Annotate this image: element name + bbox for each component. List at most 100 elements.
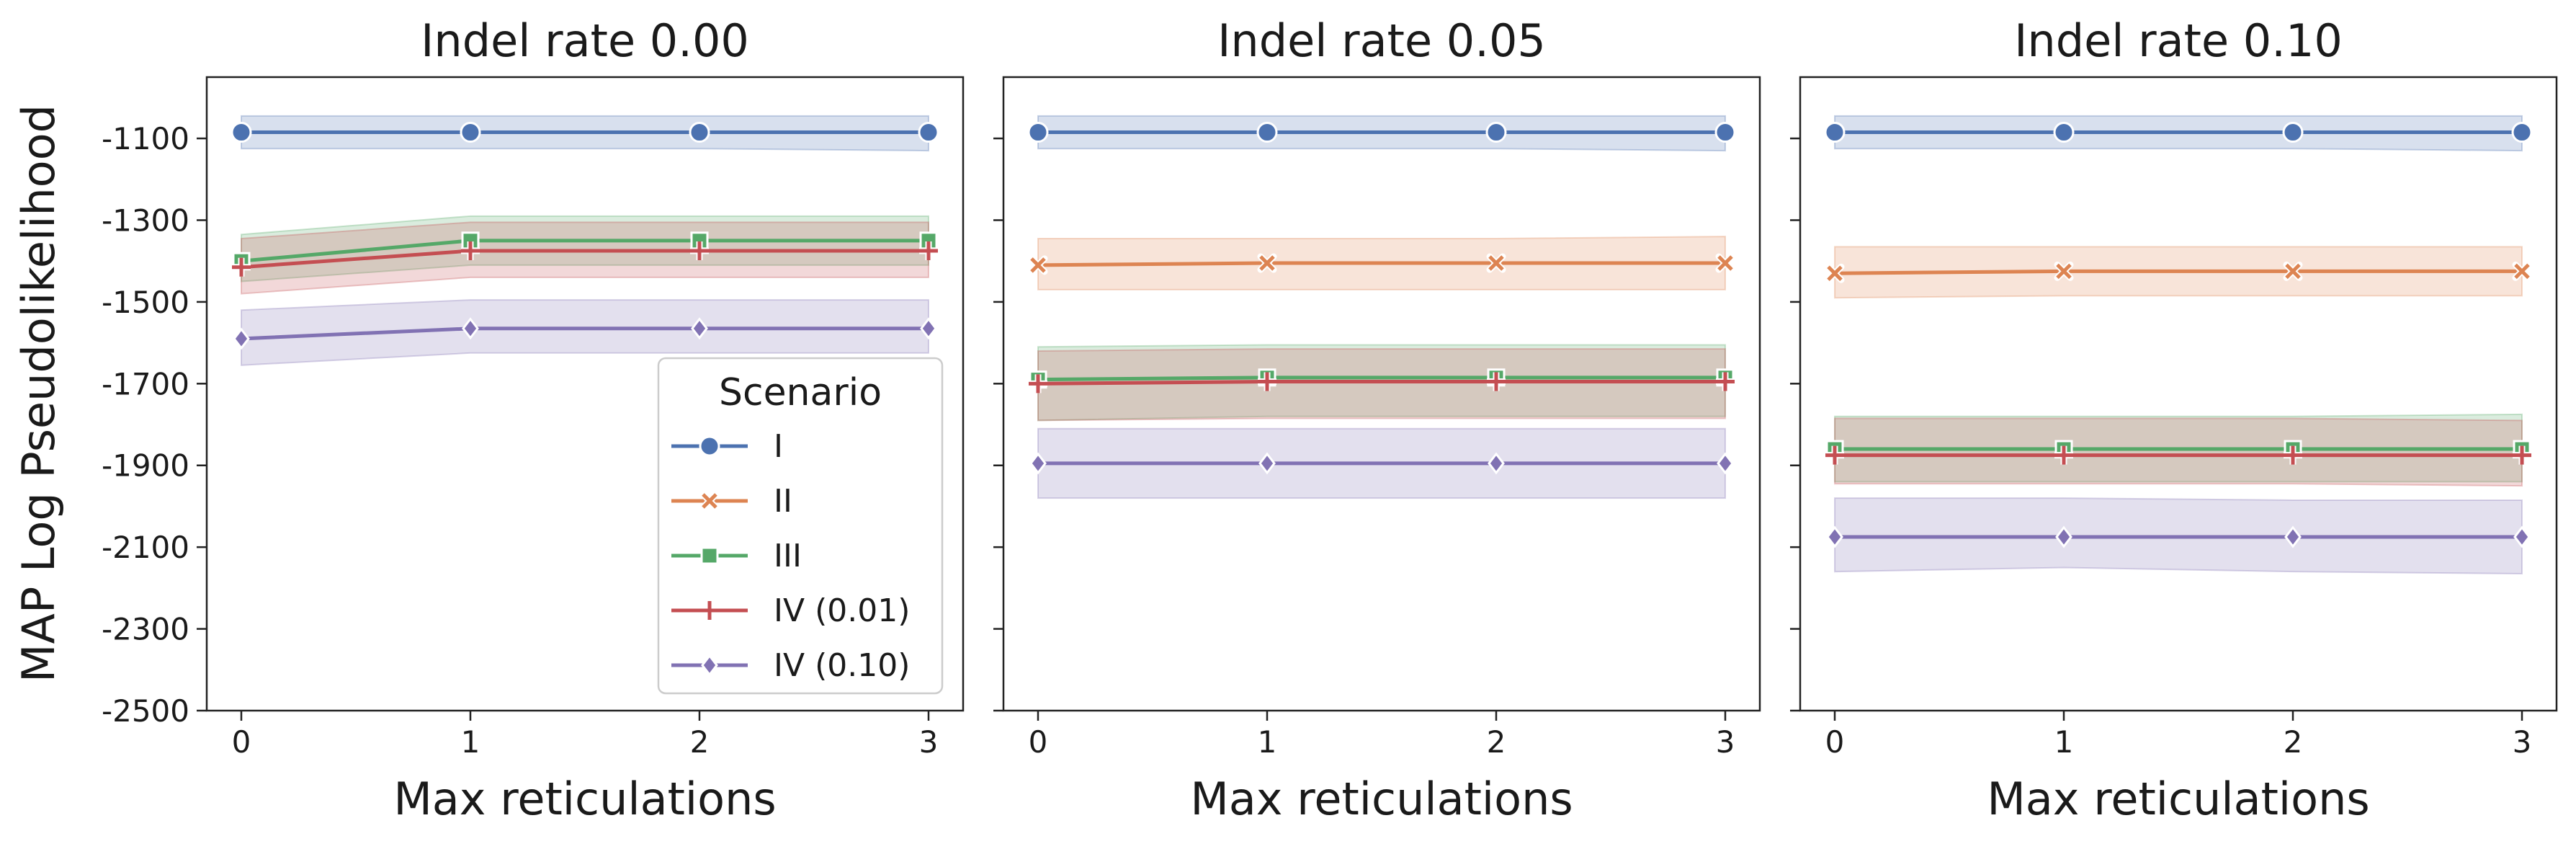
marker-iv-0-01-2 [1487,372,1506,391]
x-tick-label: 0 [1029,724,1048,760]
marker-i-2 [1485,122,1507,143]
y-axis-label: MAP Log Pseudolikelihood [12,105,65,683]
legend-title: Scenario [719,371,882,414]
series-line-iii [241,239,929,263]
legend-item-ii: II [671,483,792,520]
marker-iv-0-01-0 [1029,374,1047,394]
x-tick-label: 3 [919,724,939,760]
marker-iv-0-10-0 [1826,525,1843,548]
x-tick-label: 0 [1825,724,1845,760]
marker-ii-0 [1030,257,1046,273]
marker-iv-0-10-2 [691,317,708,340]
series-line-iv-0-01 [241,249,929,270]
marker-ii-2 [2285,263,2301,280]
band-iii [241,215,929,283]
marker-iv-0-01-1 [461,241,480,261]
marker-i-2 [689,122,710,143]
x-tick-label: 0 [232,724,251,760]
legend-item-iv-0-01: IV (0.01) [671,592,910,629]
legend-label: III [774,538,802,574]
marker-iv-0-01-0 [1825,445,1844,465]
x-tick-label: 2 [1487,724,1506,760]
marker-i-0 [1027,122,1049,143]
marker-iv-0-01-2 [690,241,709,261]
chart-panel-2: Indel rate 0.05 0 1 2 3 Max reticulations [993,14,1761,825]
series-line-ii [1037,261,1725,267]
marker-iv-0-10-0 [1029,452,1047,475]
y-tick-label: -1300 [102,203,189,238]
y-tick-label: -1900 [102,448,189,484]
marker-iv-0-10-2 [1488,452,1505,475]
marker-iv-0-10-1 [2055,525,2072,548]
marker-i-1 [1256,122,1278,143]
marker-iv-0-01-1 [2054,445,2073,465]
y-tick-label: -1500 [102,285,189,320]
y-tick-label: -2500 [102,693,189,729]
marker-iv-0-10-2 [2284,525,2302,548]
band-iv-0-01 [241,221,929,295]
marker-iv-0-01-1 [1258,372,1276,391]
legend-label: IV (0.10) [774,647,910,684]
y-tick-label: -2100 [102,530,189,565]
marker-legend-iv-0-01-0 [700,601,719,620]
marker-ii-2 [1488,255,1504,271]
marker-iv-0-01-3 [1716,372,1735,391]
marker-iv-0-10-3 [2513,525,2531,548]
band-iv-0-10 [241,299,929,366]
legend-label: II [774,483,792,520]
marker-legend-ii-0 [702,493,717,509]
series-line-ii [1834,269,2522,275]
chart-panel-3: Indel rate 0.10 0 1 2 3 Max reticulations [1790,14,2558,825]
panel-title: Indel rate 0.05 [1217,14,1546,67]
marker-iv-0-01-3 [919,241,938,261]
x-tick-label: 3 [2513,724,2532,760]
x-tick-label: 1 [2054,724,2074,760]
legend-label: IV (0.01) [774,592,910,629]
marker-i-0 [1824,122,1846,143]
legend-item-i: I [671,428,783,465]
marker-ii-3 [2514,263,2530,280]
y-tick-label: -1100 [102,121,189,156]
panel-title: Indel rate 0.10 [2014,14,2343,67]
marker-ii-0 [1827,265,1843,281]
chart-panel-1: Indel rate 0.00 0 1 2 3 Max reticulations -110… [102,14,965,825]
panel-title: Indel rate 0.00 [421,14,749,67]
marker-ii-3 [1717,255,1733,271]
marker-legend-iv-0-10-0 [701,654,718,677]
marker-i-2 [2282,122,2304,143]
marker-iv-0-10-1 [462,317,479,340]
marker-ii-1 [2056,263,2072,280]
band-iv-0-01 [1037,348,1726,422]
marker-i-0 [231,122,252,143]
plot-frame [1002,76,1761,712]
marker-i-3 [2511,122,2533,143]
marker-iv-0-10-3 [920,317,937,340]
marker-legend-iii-0 [700,546,719,565]
x-tick-label: 1 [461,724,480,760]
marker-iv-0-01-3 [2513,445,2531,465]
x-tick-label: 1 [1258,724,1277,760]
legend-label: I [774,428,783,465]
legend-item-iv-0-10: IV (0.10) [671,647,910,684]
marker-iv-0-10-0 [233,327,250,350]
marker-iv-0-01-2 [2284,445,2302,465]
series-line-iv-0-01 [1037,379,1725,386]
legend-item-iii: III [671,538,802,574]
marker-i-1 [2053,122,2075,143]
marker-legend-i-0 [699,435,720,457]
marker-ii-1 [1259,255,1275,271]
marker-i-1 [460,122,481,143]
plot-frame [1799,76,2558,712]
x-tick-label: 3 [1716,724,1735,760]
x-tick-label: 2 [690,724,710,760]
marker-iv-0-10-3 [1717,452,1734,475]
plot-frame [205,76,965,712]
band-iv-0-01 [1834,417,2523,487]
x-axis-label: Max reticulations [1987,773,2369,825]
x-axis-label: Max reticulations [1190,773,1573,825]
x-tick-label: 2 [2284,724,2303,760]
marker-iv-0-01-0 [232,257,251,277]
